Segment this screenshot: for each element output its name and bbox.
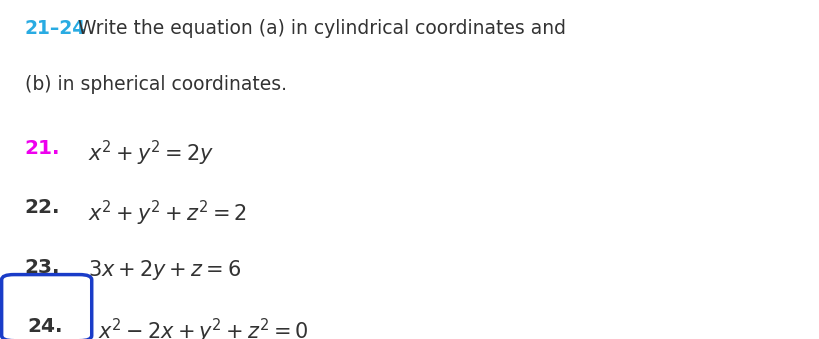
Text: $3x + 2y + z = 6$: $3x + 2y + z = 6$ <box>88 258 242 282</box>
Text: $x^2 + y^2 + z^2 = 2$: $x^2 + y^2 + z^2 = 2$ <box>88 198 247 227</box>
Text: 21–24: 21–24 <box>25 19 86 38</box>
Text: Write the equation (a) in cylindrical coordinates and: Write the equation (a) in cylindrical co… <box>78 19 566 38</box>
Text: $x^2 + y^2 = 2y$: $x^2 + y^2 = 2y$ <box>88 139 215 168</box>
Text: (b) in spherical coordinates.: (b) in spherical coordinates. <box>25 75 287 94</box>
Text: 23.: 23. <box>25 258 60 277</box>
Text: 21.: 21. <box>25 139 60 158</box>
Text: 24.: 24. <box>27 317 62 336</box>
Text: $x^2 - 2x + y^2 + z^2 = 0$: $x^2 - 2x + y^2 + z^2 = 0$ <box>98 317 309 339</box>
Text: 22.: 22. <box>25 198 60 217</box>
